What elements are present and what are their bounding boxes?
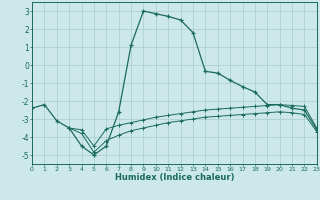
X-axis label: Humidex (Indice chaleur): Humidex (Indice chaleur): [115, 173, 234, 182]
